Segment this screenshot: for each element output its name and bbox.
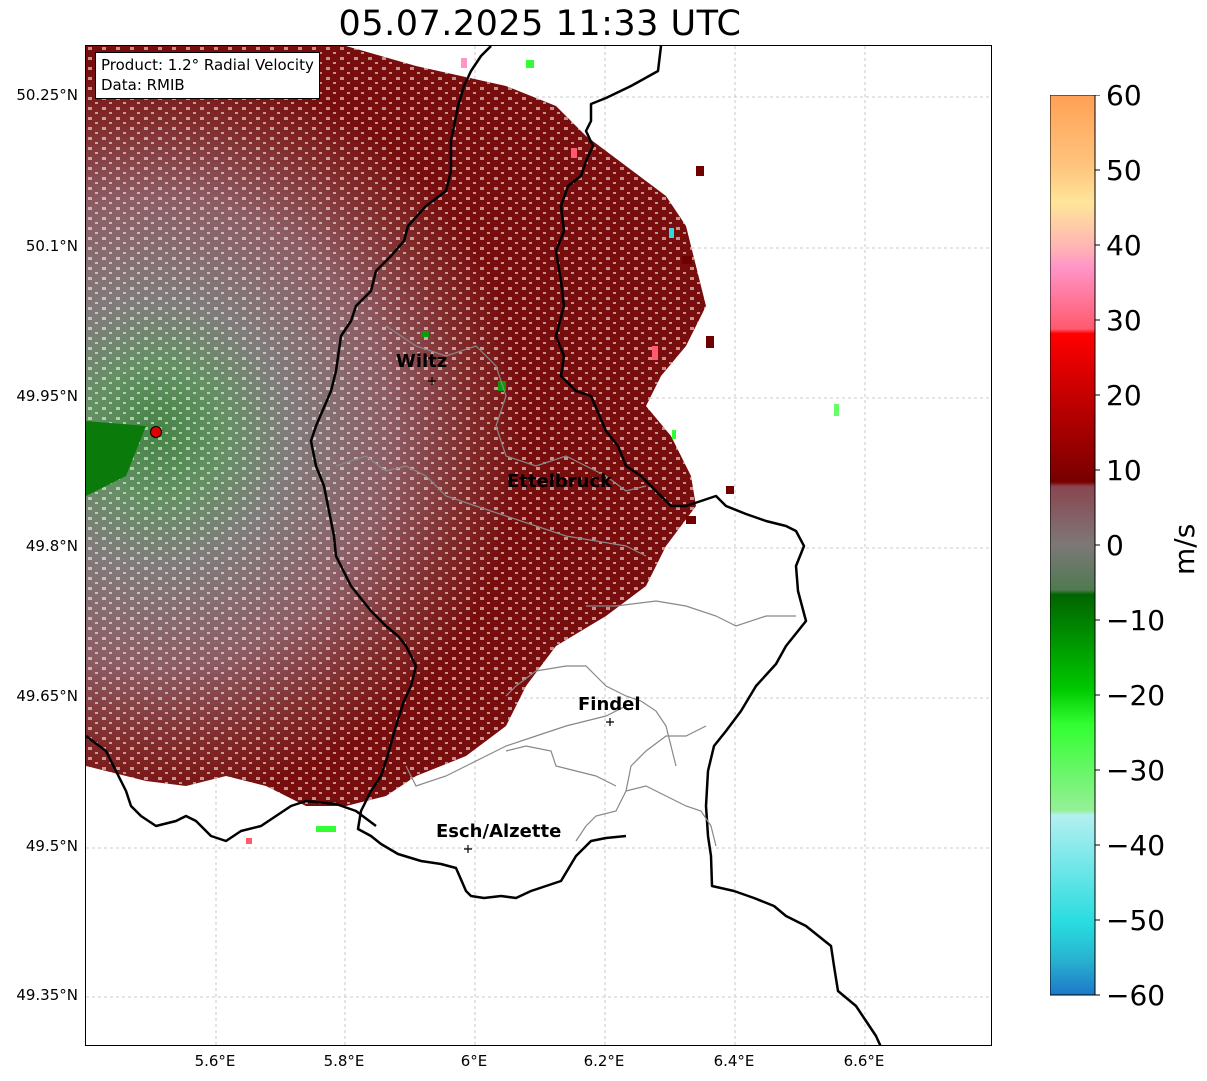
- lat-tick-label: 49.35°N: [16, 986, 78, 1004]
- echo-gaps: [86, 46, 706, 806]
- lon-tick-label: 6.4°E: [713, 1052, 755, 1070]
- map-title: 05.07.2025 11:33 UTC: [338, 4, 742, 44]
- colorbar-tick-label: −10: [1106, 604, 1166, 637]
- colorbar-tick-label: 10: [1106, 454, 1142, 487]
- product-label: Product: 1.2° Radial Velocity: [101, 56, 314, 74]
- colorbar-tick-label: 20: [1106, 379, 1142, 412]
- lat-tick-label: 49.65°N: [16, 687, 78, 705]
- lon-tick-label: 5.6°E: [194, 1052, 236, 1070]
- city-label-ettelbruck: Ettelbruck: [507, 471, 613, 492]
- lat-tick-label: 50.1°N: [25, 237, 78, 255]
- colorbar-tick-label: −30: [1106, 754, 1166, 787]
- country-borders: [86, 46, 882, 1045]
- city-label-findel: Findel: [578, 694, 641, 715]
- lat-tick-label: 49.95°N: [16, 387, 78, 405]
- city-markers: [428, 377, 614, 853]
- lat-tick-label: 49.5°N: [25, 837, 78, 855]
- lat-tick-label: 50.25°N: [16, 86, 78, 104]
- data-source-label: Data: RMIB: [101, 76, 185, 94]
- radar-site-marker[interactable]: [150, 426, 162, 438]
- city-label-esch-alzette: Esch/Alzette: [436, 821, 562, 842]
- product-info-box: Product: 1.2° Radial Velocity Data: RMIB: [95, 52, 320, 99]
- radar-map-canvas: [86, 46, 991, 1045]
- canton-borders: [335, 325, 796, 847]
- colorbar-tick-label: 40: [1106, 229, 1142, 262]
- colorbar-tick-label: 60: [1106, 79, 1142, 112]
- colorbar-unit-label: m/s: [1168, 523, 1201, 575]
- colorbar-tick-label: 30: [1106, 304, 1142, 337]
- lon-tick-label: 6°E: [460, 1052, 488, 1070]
- lon-tick-label: 5.8°E: [323, 1052, 365, 1070]
- colorbar: [1050, 95, 1100, 996]
- colorbar-tick-label: −40: [1106, 829, 1166, 862]
- lon-tick-label: 6.2°E: [583, 1052, 625, 1070]
- colorbar-tick-label: −50: [1106, 904, 1166, 937]
- colorbar-tick-label: 50: [1106, 154, 1142, 187]
- city-label-wiltz: Wiltz: [396, 351, 448, 372]
- colorbar-tick-label: 0: [1106, 529, 1124, 562]
- green-echo-patch: [86, 421, 146, 496]
- scattered-echo-pixels: [246, 58, 839, 844]
- colorbar-tick-label: −20: [1106, 679, 1166, 712]
- lon-tick-label: 6.6°E: [843, 1052, 885, 1070]
- lat-tick-label: 49.8°N: [25, 537, 78, 555]
- colorbar-tick-label: −60: [1106, 979, 1166, 1012]
- radar-map[interactable]: [85, 45, 992, 1046]
